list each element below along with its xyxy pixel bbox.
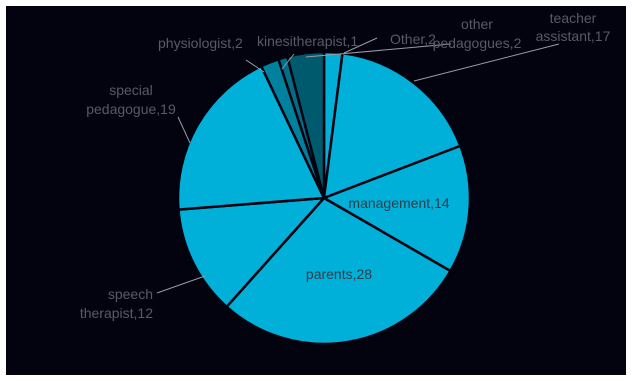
data-label-other-pedagogues: other pedagogues,2 <box>433 16 522 51</box>
leader-line-speech-therapist <box>156 275 206 294</box>
pie-slice-parents <box>225 196 452 346</box>
data-label-speech-therapist: speech therapist,12 <box>80 286 153 321</box>
pie-slice-management <box>322 144 472 273</box>
pie-chart: Other,2 teacher assistant,17 management,14 p… <box>80 10 611 346</box>
data-label-parents: parents,28 <box>306 266 372 282</box>
leader-line-kinesitherapist <box>281 53 295 70</box>
data-label-teacher-assistant: teacher assistant,17 <box>536 10 611 44</box>
pie-slice-speech-therapist <box>177 196 326 309</box>
leader-line-physiologist <box>245 59 265 73</box>
leader-line-special-pedagogue <box>177 116 191 144</box>
pie-slice-other-pedagogues <box>286 50 326 200</box>
pie-slice-special-pedagogue <box>176 64 326 211</box>
data-label-kinesitherapist: kinesitherapist,1 <box>257 33 358 49</box>
data-label-management: management,14 <box>348 195 449 211</box>
leader-line-other <box>343 37 378 54</box>
leader-line-other-pedagogues <box>305 43 452 58</box>
leader-line-teacher-assistant <box>413 43 560 82</box>
data-label-other: Other,2 <box>390 31 436 47</box>
data-label-physiologist: physiologist,2 <box>158 35 243 51</box>
pie-slice-teacher-assistant <box>322 51 462 200</box>
data-label-special-pedagogue: special pedagogue,19 <box>86 82 176 117</box>
chart-area: Other,2 teacher assistant,17 management,14 p… <box>6 6 626 375</box>
